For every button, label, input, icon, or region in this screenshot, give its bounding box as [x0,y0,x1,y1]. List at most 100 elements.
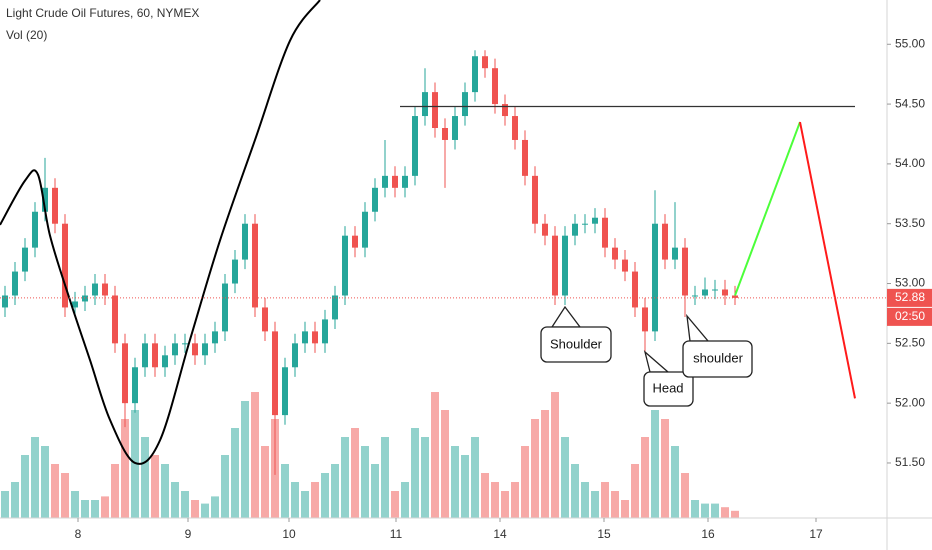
candle-body [602,217,608,248]
candle-body [422,92,428,117]
volume-bar [301,491,309,518]
candle-body [432,92,438,129]
volume-bar [631,464,639,518]
y-tick-label: 52.00 [895,395,925,409]
volume-bar [711,503,719,518]
x-tick-label: 16 [701,527,715,541]
candle-body [212,331,218,344]
candle-body [312,331,318,344]
volume-bar [391,491,399,518]
volume-bar [651,410,659,518]
candle-body [482,56,488,69]
candle-body [232,259,238,284]
candle-body [532,175,538,224]
volume-bar [481,473,489,518]
volume-bar [101,496,109,518]
y-tick-label: 54.50 [895,96,925,110]
candle-body [622,259,628,272]
candle-body [332,295,338,320]
callout-text: Head [652,380,683,395]
volume-bar [281,464,289,518]
x-tick-label: 17 [809,527,823,541]
candle-body [512,116,518,140]
volume-bar [321,473,329,518]
volume-bar [371,464,379,518]
volume-bar [601,482,609,518]
candle-body [322,319,328,344]
candle-body [692,295,698,297]
callout-text: Shoulder [550,336,603,351]
candle-body [392,175,398,188]
volume-bar [681,473,689,518]
volume-bar [491,482,499,518]
volume-bar [141,437,149,518]
volume-bar [521,446,529,518]
volume-bar [171,482,179,518]
volume-bar [541,410,549,518]
candle-body [682,247,688,296]
drawing-layer [0,0,887,465]
candle-body [102,283,108,296]
candle-body [82,295,88,302]
y-tick-label: 54.00 [895,156,925,170]
candle-body [2,295,8,308]
volume-bar [501,491,509,518]
volume-bar [111,464,119,518]
volume-bar [81,500,89,518]
countdown-tag [887,307,932,326]
candle-body [272,331,278,416]
volume-bar [311,482,319,518]
candle-body [142,343,148,368]
volume-bar [581,482,589,518]
volume-bar [71,491,79,518]
volume-bar [471,437,479,518]
callout: shoulder [682,313,753,378]
candle-body [262,307,268,332]
volume-bar [191,500,199,518]
candle-body [372,187,378,212]
candle-body [462,92,468,117]
candle-body [442,128,448,140]
candle-body [362,211,368,248]
candle-body [562,235,568,296]
candle-body [642,307,648,332]
candle-body [342,235,348,296]
callout: Head [643,350,694,407]
volume-bar [421,437,429,518]
freehand-curve [0,0,321,465]
volume-bar [241,401,249,518]
price-tag-label: 52.88 [895,290,925,304]
volume-bar [251,392,259,518]
volume-bar [331,464,339,518]
callout-text: shoulder [693,350,744,365]
volume-bar [381,437,389,518]
y-tick-label: 55.00 [895,36,925,50]
candle-body [492,68,498,105]
x-tick-label: 14 [493,527,507,541]
volume-bar [451,446,459,518]
candle-body [572,223,578,236]
axes: 51.50 52.00 52.50 53.00 53.50 54.00 54.50 55.00… [75,36,932,541]
candle-body [632,271,638,308]
volume-bar [511,482,519,518]
candle-body [242,223,248,260]
candle-body [452,116,458,140]
x-tick-label: 8 [75,527,82,541]
candle-body [182,343,188,345]
candle-body [352,235,358,248]
y-tick-label: 52.50 [895,336,925,350]
price-tag [887,288,932,307]
volume-bar [561,437,569,518]
volume-bar [61,473,69,518]
volume-bar [51,464,59,518]
countdown-label: 02:50 [895,309,925,323]
volume-bar [411,428,419,518]
candle-body [192,343,198,356]
candle-body [152,343,158,368]
candle-body [412,116,418,176]
candle-body [32,211,38,248]
volume-bar [121,419,129,518]
candle-body [552,235,558,296]
candle-body [722,289,728,296]
